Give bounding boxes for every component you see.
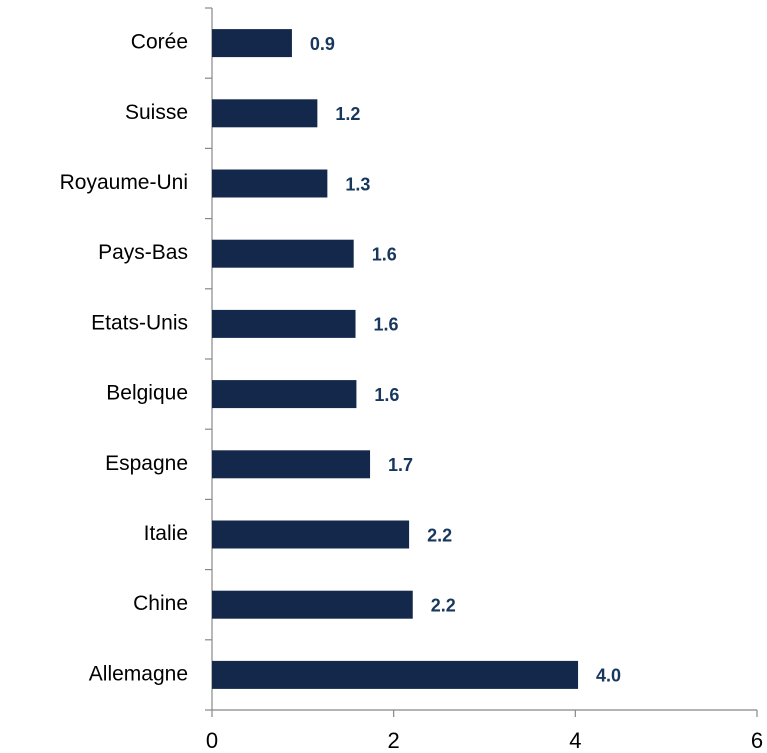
bar: [212, 239, 354, 268]
y-tick-label: Suisse: [125, 101, 188, 124]
y-tick-label: Pays-Bas: [98, 241, 188, 264]
bar: [212, 29, 292, 58]
value-label: 1.3: [345, 174, 370, 194]
bar: [212, 590, 413, 619]
x-tick-label: 6: [751, 728, 763, 753]
x-tick-label: 2: [388, 728, 400, 753]
value-label: 1.6: [372, 244, 397, 264]
bar: [212, 660, 579, 689]
x-tick-label: 0: [206, 728, 218, 753]
bar: [212, 169, 328, 198]
bar: [212, 99, 318, 128]
value-label: 1.7: [388, 455, 413, 475]
value-label: 0.9: [310, 34, 335, 54]
value-label: 2.2: [427, 525, 452, 545]
y-tick-label: Italie: [144, 522, 188, 545]
y-tick-label: Etats-Unis: [91, 311, 188, 334]
value-label: 1.6: [374, 315, 399, 335]
value-label: 2.2: [431, 595, 456, 615]
value-label: 1.6: [374, 385, 399, 405]
value-label: 4.0: [596, 666, 621, 686]
x-tick-label: 4: [569, 728, 581, 753]
y-tick-label: Espagne: [105, 452, 188, 475]
y-tick-label: Chine: [133, 592, 188, 615]
bar: [212, 520, 410, 549]
bar: [212, 450, 371, 479]
y-tick-label: Belgique: [106, 382, 188, 405]
bar: [212, 309, 356, 338]
bar: [212, 380, 357, 409]
y-tick-label: Allemagne: [89, 662, 188, 685]
value-label: 1.2: [335, 104, 360, 124]
y-tick-label: Royaume-Uni: [60, 171, 188, 194]
y-tick-label: Corée: [131, 31, 188, 54]
